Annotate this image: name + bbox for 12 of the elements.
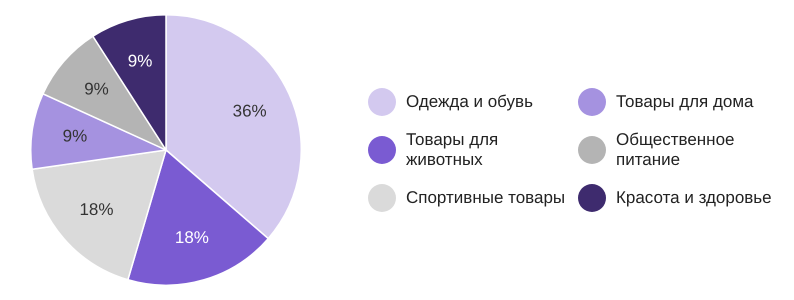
data-label: 18% xyxy=(79,200,114,219)
data-label: 18% xyxy=(174,228,209,247)
legend-label: Общественное питание xyxy=(616,130,736,170)
legend-label: Красота и здоровье xyxy=(616,188,772,208)
legend-label: Товары для дома xyxy=(616,92,754,112)
data-label: 9% xyxy=(62,126,88,146)
data-label: 9% xyxy=(128,51,152,70)
data-label: 9% xyxy=(84,79,109,98)
legend-label: Одежда и обувь xyxy=(406,92,533,112)
legend-label: Товары для животных xyxy=(406,130,500,170)
legend-label: Спортивные товары xyxy=(406,188,566,208)
data-label: 36% xyxy=(232,101,267,120)
